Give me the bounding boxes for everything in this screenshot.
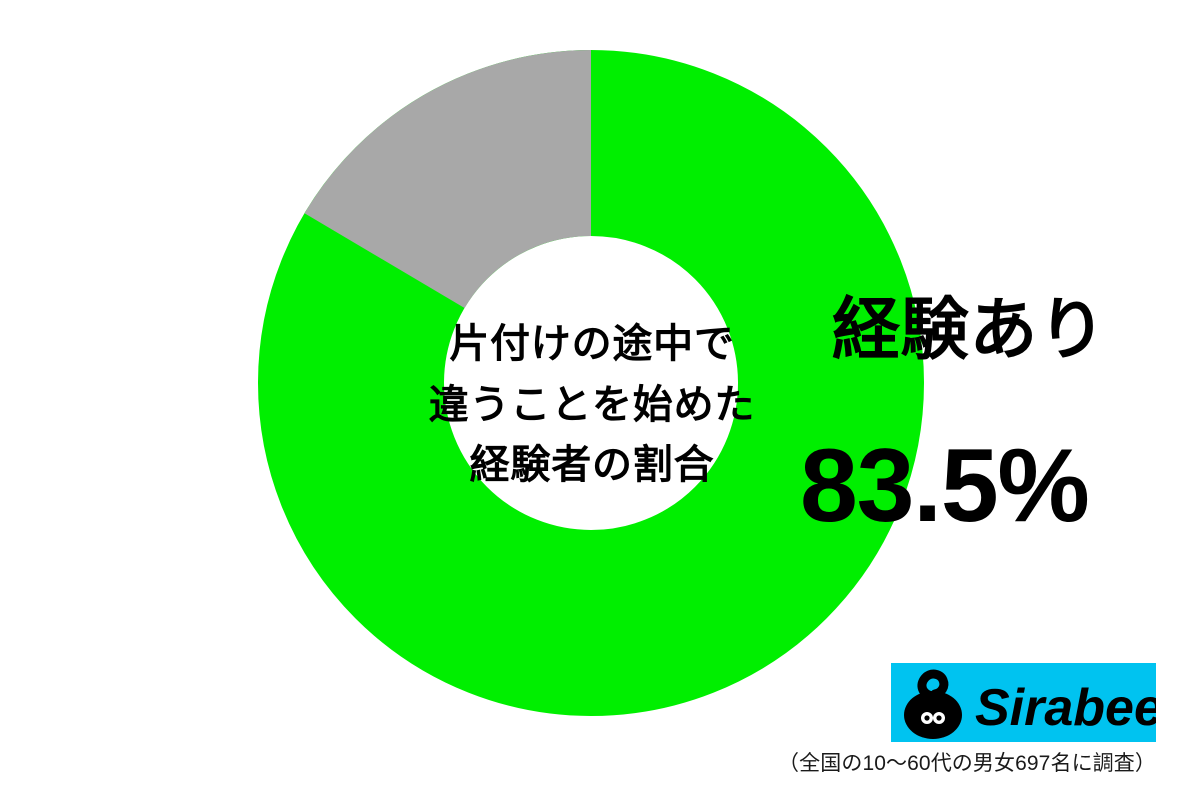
sirabee-wordmark: Sirabee (975, 679, 1156, 737)
donut-chart (258, 50, 924, 716)
sirabee-logo: Sirabee (891, 663, 1156, 742)
sirabee-mascot-icon (904, 669, 962, 739)
donut-svg (258, 50, 924, 716)
survey-note: （全国の10〜60代の男女697名に調査） (778, 752, 1156, 775)
sirabee-logo-svg: Sirabee (904, 669, 1156, 739)
branding-block: Sirabee （全国の10〜60代の男女697名に調査） (778, 663, 1168, 783)
donut-slice-not-experienced (258, 50, 924, 716)
